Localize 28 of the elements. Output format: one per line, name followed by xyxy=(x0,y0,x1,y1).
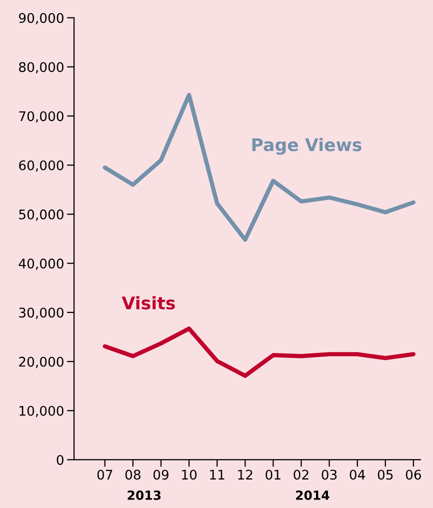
x-tick-label: 02 xyxy=(294,470,308,480)
x-tick-label: 11 xyxy=(210,470,224,480)
text: 2014 xyxy=(296,490,330,500)
x-tick-label: 08 xyxy=(125,470,140,480)
y-tick-label: 80,000 xyxy=(19,62,64,74)
line-series xyxy=(102,92,416,242)
text: 2013 xyxy=(128,490,161,500)
x-tick-label: 09 xyxy=(153,470,168,480)
y-tick-label: 90,000 xyxy=(18,13,64,24)
y-tick-label: 20,000 xyxy=(19,356,64,368)
y-tick-label: 50,000 xyxy=(19,209,64,221)
y-tick-label: 60,000 xyxy=(19,160,64,172)
series-label: Visits xyxy=(122,296,175,310)
x-tick-label: 07 xyxy=(97,470,112,480)
y-tick-label: 0 xyxy=(56,454,64,465)
x-tick-label: 06 xyxy=(406,470,421,480)
line-series xyxy=(102,326,416,378)
x-tick-label: 12 xyxy=(238,470,252,480)
x-tick-label: 04 xyxy=(350,470,365,480)
y-tick-label: 70,000 xyxy=(19,111,64,123)
x-tick-label: 01 xyxy=(266,470,280,480)
x-tick-label: 10 xyxy=(182,470,197,480)
y-tick-label: 30,000 xyxy=(19,308,64,319)
x-tick-label: 03 xyxy=(322,470,337,480)
y-tick-label: 10,000 xyxy=(20,406,64,418)
series-label: Page Views xyxy=(252,138,362,155)
y-tick-label: 40,000 xyxy=(18,258,64,270)
x-tick-label: 05 xyxy=(378,470,393,480)
